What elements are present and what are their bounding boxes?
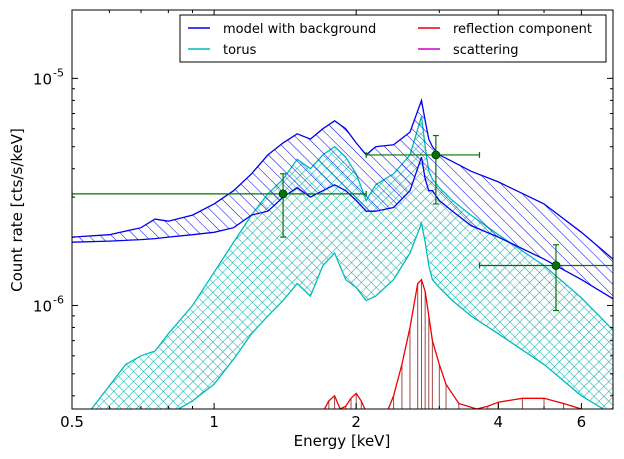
plot-frame xyxy=(71,9,614,410)
y-tick-label: 10 xyxy=(33,297,52,315)
data-point-3 xyxy=(478,244,613,312)
data-marker xyxy=(431,150,441,160)
legend-label: model with background xyxy=(223,22,376,37)
y-tick-label: 10 xyxy=(33,70,52,88)
x-tick-label: 2 xyxy=(351,413,361,431)
data-point-2 xyxy=(365,134,481,205)
legend-entry-torus: torus xyxy=(188,43,257,58)
legend-entry-scattering: scattering xyxy=(418,43,519,58)
x-axis-label: Energy [keV] xyxy=(294,432,391,450)
legend-label: reflection component xyxy=(453,22,592,37)
model-upper-line xyxy=(72,97,613,260)
data-marker xyxy=(551,261,561,270)
torus-lower-line xyxy=(177,220,605,409)
plot-area xyxy=(72,97,613,409)
y-tick-exponent: -6 xyxy=(53,293,64,306)
y-tick-exponent: -5 xyxy=(53,66,64,79)
legend-entry-model-with-background: model with background xyxy=(188,22,376,37)
legend: model with background reflection componen… xyxy=(179,14,607,63)
model-lower-line xyxy=(72,156,613,300)
y-axis-label: Count rate [cts/s/keV] xyxy=(8,128,26,292)
legend-label: torus xyxy=(223,43,257,58)
data-marker xyxy=(278,189,288,199)
x-tick-label: 0.5 xyxy=(60,413,84,431)
data-point-1 xyxy=(72,173,367,238)
legend-label: scattering xyxy=(453,43,519,58)
x-tick-label: 6 xyxy=(577,413,587,431)
legend-box xyxy=(179,14,607,63)
x-tick-label: 4 xyxy=(494,413,504,431)
x-tick-label: 1 xyxy=(209,413,219,431)
model-band xyxy=(72,100,613,299)
torus-band xyxy=(91,116,613,409)
axis-ticks: 0.5 1 2 4 610-610-5 xyxy=(33,10,614,431)
legend-entry-reflection-component: reflection component xyxy=(418,22,592,37)
reflection-line xyxy=(323,278,582,409)
